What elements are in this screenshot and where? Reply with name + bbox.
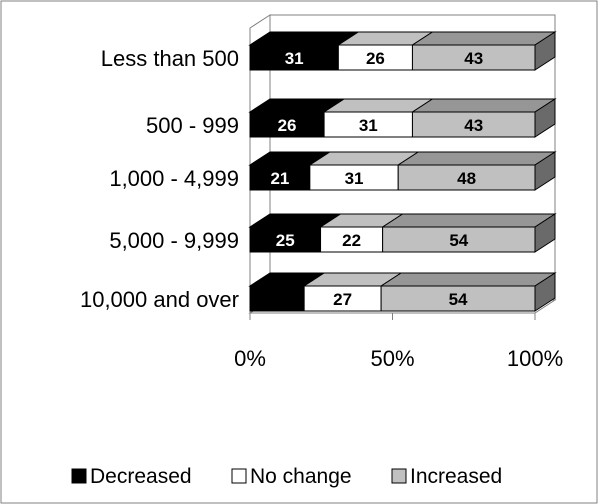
bar-front-face (303, 285, 382, 312)
bar-front-face (411, 44, 536, 71)
bar-decreased-5 (248, 272, 326, 312)
bar-increased-3: 48 (396, 151, 557, 191)
legend-swatch (71, 468, 87, 484)
bar-side-face (534, 213, 556, 253)
bar-front-face (411, 111, 536, 138)
bar-side-face (534, 31, 556, 71)
x-axis-ticks: 0% 50% 100% (234, 313, 563, 371)
category-label: 500 - 999 (146, 113, 239, 138)
bar-increased-1: 43 (410, 31, 557, 71)
bar-decreased-4: 25 (248, 213, 343, 253)
bar-side-face (534, 151, 556, 191)
bar-side-face (534, 272, 556, 312)
data-label: 22 (342, 231, 361, 250)
bar-no-change-5: 27 (302, 272, 403, 312)
x-tick-label: 100% (507, 346, 563, 371)
category-label: 5,000 - 9,999 (109, 228, 239, 253)
legend-label: No change (250, 465, 352, 488)
x-tick-label: 50% (370, 346, 414, 371)
bar-top-face (410, 98, 557, 113)
bar-top-face (410, 31, 557, 46)
bar-no-change-4: 22 (318, 213, 405, 253)
bar-front-face (249, 111, 325, 138)
category-label: 10,000 and over (80, 287, 239, 312)
data-label: 26 (366, 49, 385, 68)
data-label: 48 (457, 169, 476, 188)
bar-front-face (323, 111, 413, 138)
bar-top-face (379, 272, 557, 287)
bar-front-face (309, 164, 399, 191)
data-label: 54 (449, 231, 468, 250)
data-label: 27 (333, 290, 352, 309)
data-label: 31 (345, 169, 364, 188)
data-label: 25 (276, 231, 295, 250)
category-label: 1,000 - 4,999 (109, 166, 239, 191)
bar-front-face (249, 285, 305, 312)
x-tick-label: 0% (234, 346, 266, 371)
bar-no-change-2: 31 (322, 98, 435, 138)
bar-side-face (534, 98, 556, 138)
bar-decreased-1: 31 (248, 31, 361, 71)
bar-decreased-2: 26 (248, 98, 346, 138)
data-label: 31 (285, 49, 304, 68)
bar-front-face (249, 226, 322, 253)
bar-front-face (337, 44, 413, 71)
bar-front-face (397, 164, 536, 191)
legend: Decreased No change Increased (71, 465, 502, 488)
data-label: 43 (464, 116, 483, 135)
bar-top-face (380, 213, 557, 228)
bar-front-face (382, 226, 536, 253)
category-label: Less than 500 (101, 46, 239, 71)
data-label: 26 (278, 116, 297, 135)
bar-front-face (380, 285, 536, 312)
legend-label: Decreased (90, 465, 192, 488)
bar-front-face (249, 44, 339, 71)
plot-area: 27 54 25 22 54 21 31 48 26 31 43 31 26 43 (248, 14, 557, 314)
bar-no-change-3: 31 (308, 151, 420, 191)
legend-label: Increased (410, 465, 502, 488)
legend-swatch (391, 468, 407, 484)
category-labels: Less than 500 500 - 999 1,000 - 4,999 5,000… (80, 46, 239, 312)
bar-increased-2: 43 (410, 98, 557, 138)
bar-front-face (320, 226, 384, 253)
data-label: 43 (464, 49, 483, 68)
data-label: 21 (270, 169, 289, 188)
bar-increased-4: 54 (380, 213, 557, 253)
data-label: 31 (359, 116, 378, 135)
data-label: 54 (449, 290, 468, 309)
bar-no-change-1: 26 (336, 31, 435, 71)
legend-swatch (231, 468, 247, 484)
bar-top-face (396, 151, 557, 166)
bar-increased-5: 54 (379, 272, 557, 312)
